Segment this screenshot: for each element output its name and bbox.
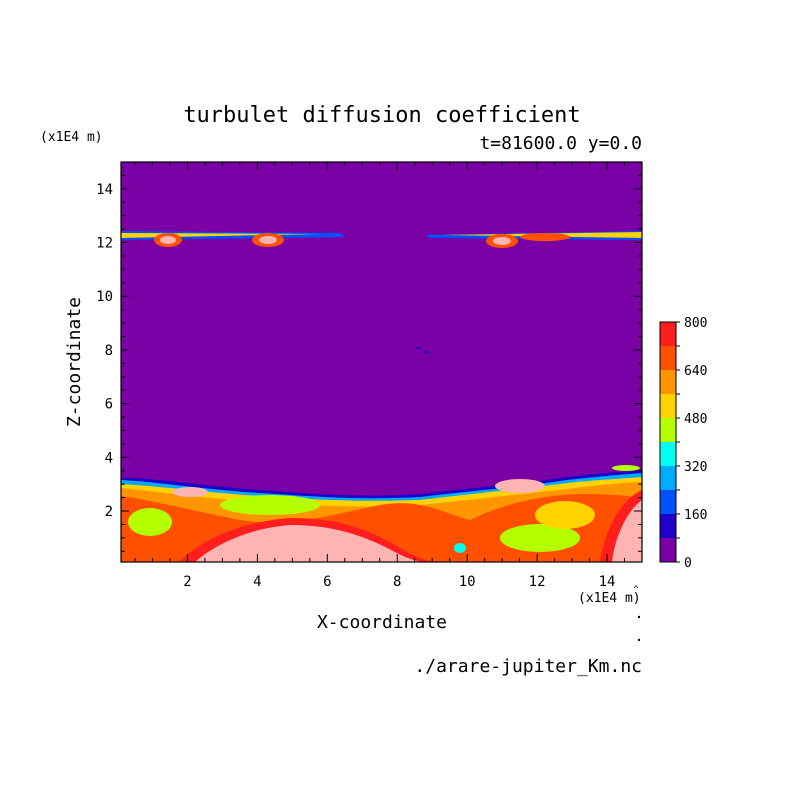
colorbar-segment	[660, 322, 676, 346]
colorbar-segment	[660, 370, 676, 394]
x-tick-label: 8	[393, 574, 401, 590]
y-tick-label: 2	[105, 504, 113, 520]
y-tick-label: 10	[96, 289, 113, 305]
y-tick-label: 12	[96, 236, 113, 252]
colorbar-segment	[660, 490, 676, 514]
heatmap-field	[121, 231, 642, 562]
colorbar-tick-label: 640	[684, 364, 707, 379]
field-upper-blob	[259, 236, 277, 244]
field-patch-yellowgreen	[220, 495, 320, 515]
field-patch-pink	[495, 479, 545, 493]
x-axis-title: X-coordinate	[317, 612, 447, 633]
colorbar-tick-label: 480	[684, 412, 707, 427]
colorbar-tick-label: 320	[684, 460, 707, 475]
field-patch-yellowgreen	[500, 524, 580, 552]
field-patch-yellow	[535, 501, 595, 529]
y-tick-label: 8	[105, 343, 113, 359]
y-tick-label: 14	[96, 182, 113, 198]
field-contour-pink	[612, 500, 642, 562]
colorbar-tick-label: 160	[684, 508, 707, 523]
field-patch-cyan	[454, 543, 466, 553]
colorbar-segment	[660, 418, 676, 442]
field-upper-blob	[520, 233, 570, 241]
x-tick-label: 4	[253, 574, 261, 590]
x-tick-label: 6	[323, 574, 331, 590]
x-unit-label: (x1E4 m)	[578, 591, 641, 606]
field-upper-blob	[493, 237, 511, 245]
y-axis: 2 4 6 8 10 12 14	[96, 174, 642, 552]
colorbar-segment	[660, 394, 676, 418]
y-tick-label: 6	[105, 397, 113, 413]
chart-subtitle: t=81600.0 y=0.0	[479, 133, 642, 154]
colorbar-segment	[660, 442, 676, 466]
colorbar-segment	[660, 538, 676, 562]
footer-filename: ./arare-jupiter_Km.nc	[414, 656, 642, 677]
colorbar-tick-label: 800	[684, 316, 707, 331]
x-axis: 2 4 6 8 10 12 14	[134, 162, 626, 590]
caret-up-icon: ^	[633, 585, 639, 595]
colorbar-segment	[660, 466, 676, 490]
x-tick-label: 12	[529, 574, 546, 590]
colorbar-tick-label: 0	[684, 556, 692, 571]
plot-frame	[120, 161, 643, 563]
field-patch-pink	[172, 487, 208, 497]
colorbar: 0 160 320 480 640 800	[659, 316, 707, 571]
chart-title: turbulet diffusion coefficient	[183, 103, 580, 128]
field-patch-small	[612, 465, 640, 471]
x-tick-label: 10	[459, 574, 476, 590]
dot-icon	[637, 638, 641, 642]
y-unit-label: (x1E4 m)	[40, 130, 103, 145]
field-contour-pink	[195, 525, 425, 562]
field-upper-blob	[160, 236, 176, 244]
field-small-feature	[416, 347, 421, 349]
y-tick-label: 4	[105, 450, 113, 466]
field-small-feature	[424, 351, 429, 353]
x-tick-label: 2	[183, 574, 191, 590]
x-tick-label: 14	[599, 574, 616, 590]
y-axis-title: Z-coordinate	[64, 297, 85, 427]
colorbar-segment	[660, 346, 676, 370]
colorbar-segment	[660, 514, 676, 538]
dot-icon	[637, 615, 641, 619]
field-patch-yellowgreen	[128, 508, 172, 536]
